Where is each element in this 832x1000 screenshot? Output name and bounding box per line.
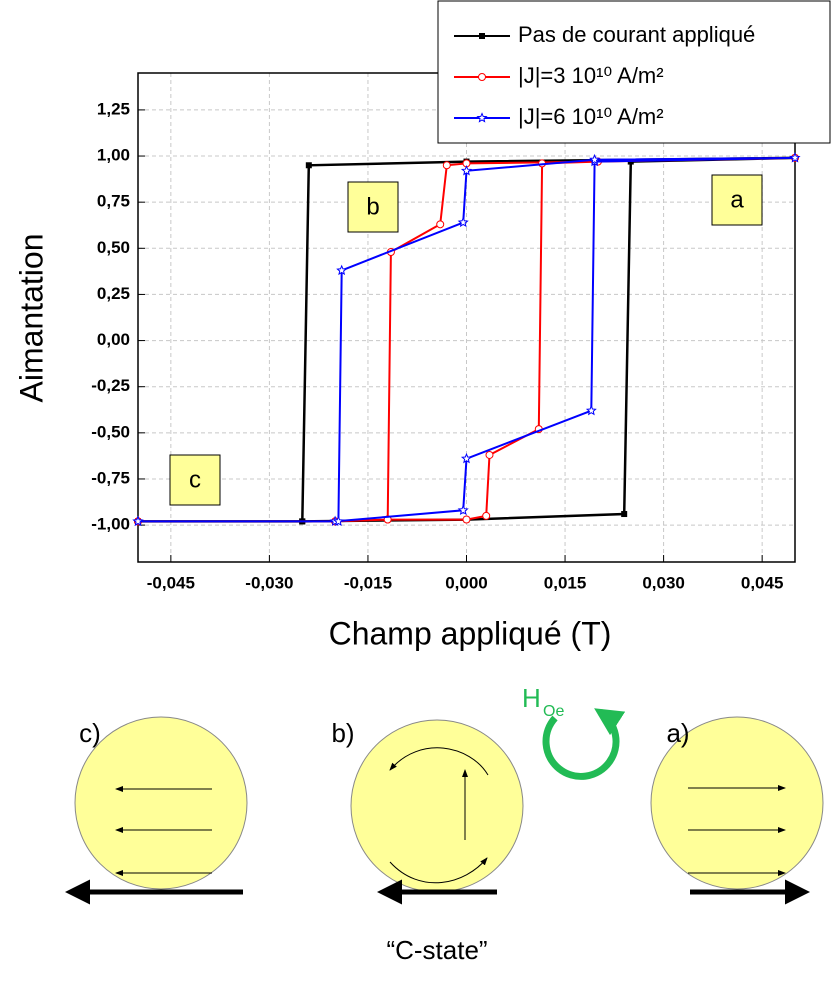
marker [589, 153, 601, 165]
annotation-box [711, 174, 763, 226]
legend-box [437, 0, 831, 144]
x-tick-label: -0,015 [344, 573, 392, 592]
x-tick-label: 0,015 [544, 573, 587, 592]
annotation-box [347, 181, 399, 233]
state-label: c) [79, 718, 101, 748]
legend-label: Pas de courant appliqué [518, 22, 755, 47]
marker [457, 504, 469, 516]
marker [485, 450, 494, 459]
y-tick-label: 1,25 [97, 99, 130, 118]
marker [332, 515, 344, 527]
x-tick-label: 0,000 [445, 573, 488, 592]
x-axis-title: Champ appliqué (T) [329, 615, 612, 651]
marker [436, 220, 445, 229]
y-tick-label: -1,00 [91, 515, 130, 534]
legend-label: |J|=3 10¹⁰ A/m² [518, 63, 664, 88]
annotation: b [366, 193, 379, 220]
y-tick-label: 0,50 [97, 238, 130, 257]
y-tick-label: 0,25 [97, 284, 130, 303]
arrow [389, 747, 489, 776]
field-subscript: Oe [543, 703, 564, 720]
legend-marker [476, 112, 488, 123]
vortex-disk [650, 716, 824, 890]
y-tick-label: -0,50 [91, 422, 130, 441]
x-tick-label: 0,030 [642, 573, 685, 592]
marker [789, 152, 801, 163]
annotation-box [169, 454, 221, 506]
diagram [65, 708, 824, 905]
x-tick-label: -0,030 [245, 573, 293, 592]
legend-marker [478, 73, 486, 81]
marker [460, 164, 473, 176]
vortex-disk [74, 716, 248, 890]
marker [336, 264, 348, 276]
annotation: c [189, 466, 201, 493]
marker [482, 511, 491, 520]
caption: “C-state” [386, 935, 487, 965]
oersted-arrow [542, 708, 626, 780]
y-tick-label: -0,25 [91, 376, 130, 395]
marker [457, 216, 469, 228]
marker [305, 162, 312, 169]
legend-label: |J|=6 10¹⁰ A/m² [518, 104, 664, 129]
field-label: H [522, 683, 541, 713]
x-tick-label: 0,045 [741, 573, 784, 592]
y-tick-label: -0,75 [91, 468, 130, 487]
y-axis-title: Aimantation [13, 234, 49, 403]
x-tick-label: -0,045 [147, 573, 195, 592]
marker [585, 404, 597, 416]
marker [132, 515, 144, 527]
marker [462, 515, 471, 524]
vortex-disk [350, 719, 524, 893]
y-tick-label: 1,00 [97, 146, 130, 165]
marker [460, 452, 473, 464]
state-label: b) [331, 718, 354, 748]
annotation: a [730, 186, 744, 213]
y-tick-label: 0,00 [97, 330, 130, 349]
marker [442, 161, 451, 170]
legend-marker [479, 33, 485, 39]
arrow [389, 857, 488, 884]
y-tick-label: 0,75 [97, 192, 130, 211]
state-label: a) [666, 718, 689, 748]
marker [621, 511, 628, 518]
